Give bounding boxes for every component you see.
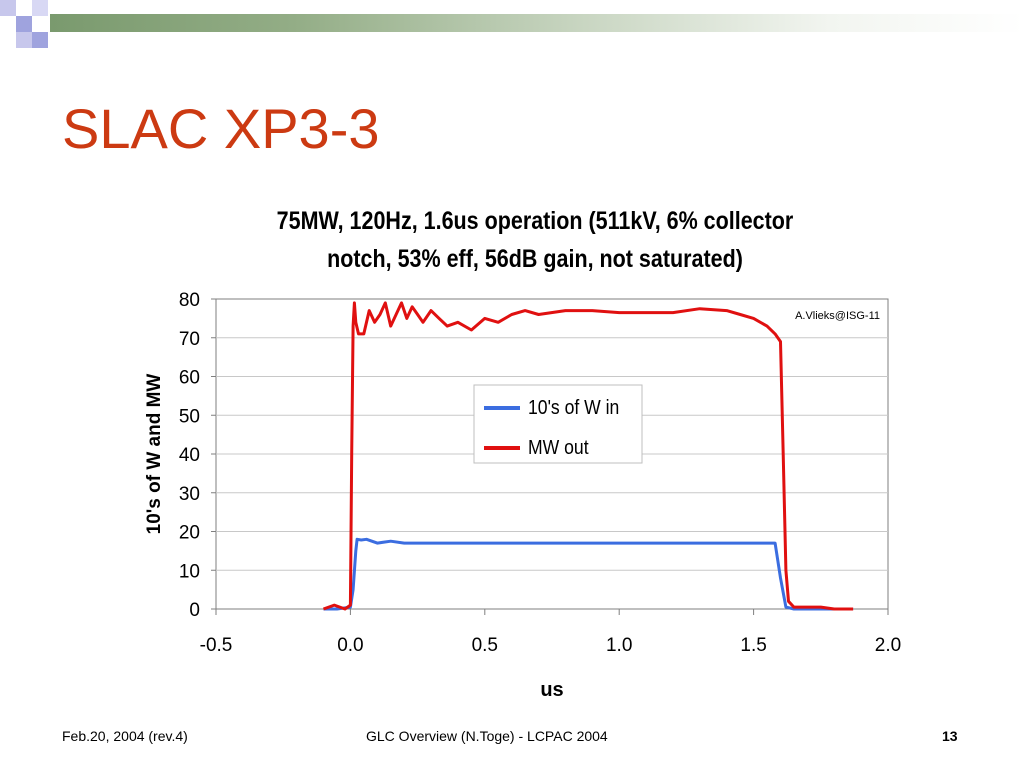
chart-annotation: A.Vlieks@ISG-11: [795, 310, 880, 322]
deco-square: [16, 0, 32, 16]
footer-date: Feb.20, 2004 (rev.4): [62, 728, 188, 744]
legend-label-mw-out: MW out: [528, 436, 589, 458]
y-tick-label: 70: [179, 329, 200, 350]
y-tick-label: 50: [179, 406, 200, 427]
legend: 10's of W in MW out: [473, 384, 643, 464]
deco-square: [16, 16, 32, 32]
deco-square: [16, 32, 32, 48]
y-tick-label: 10: [179, 561, 200, 582]
series-line-w-in: [323, 537, 854, 611]
deco-square: [32, 16, 48, 32]
y-tick-label: 80: [179, 290, 200, 311]
page-number: 13: [942, 728, 958, 744]
x-tick-label: 1.0: [606, 635, 632, 656]
deco-square: [32, 0, 48, 16]
x-tick-label: 2.0: [875, 635, 901, 656]
x-tick-label: -0.5: [200, 635, 233, 656]
y-tick-label: 0: [189, 600, 200, 621]
chart-title: 75MW, 120Hz, 1.6us operation (511kV, 6% …: [238, 202, 831, 278]
y-tick-label: 60: [179, 368, 200, 389]
y-tick-label: 40: [179, 445, 200, 466]
y-tick-labels: 0 10 20 30 40 50 60 70 80: [179, 290, 200, 621]
x-axis-label: us: [540, 679, 563, 701]
y-tick-label: 30: [179, 484, 200, 505]
y-axis-label: 10's of W and MW: [144, 374, 165, 535]
x-tick-label: 0.5: [472, 635, 498, 656]
deco-square: [0, 0, 16, 16]
footer-center: GLC Overview (N.Toge) - LCPAC 2004: [366, 728, 608, 744]
header-band: [50, 14, 1024, 32]
x-tick-label: 0.0: [337, 635, 363, 656]
deco-square: [32, 32, 48, 48]
series-lines: [322, 301, 854, 611]
header-decoration: [0, 0, 1024, 48]
legend-label-w-in: 10's of W in: [528, 396, 619, 418]
slide-title: SLAC XP3-3: [62, 97, 380, 160]
chart-title-line1: 75MW, 120Hz, 1.6us operation (511kV, 6% …: [276, 207, 794, 235]
chart-title-line2: notch, 53% eff, 56dB gain, not saturated…: [327, 245, 743, 273]
x-tick-labels: -0.5 0.0 0.5 1.0 1.5 2.0: [200, 635, 902, 656]
x-tick-label: 1.5: [740, 635, 766, 656]
deco-square: [0, 16, 16, 32]
series-line-mw-out: [322, 301, 854, 611]
y-tick-label: 20: [179, 523, 200, 544]
